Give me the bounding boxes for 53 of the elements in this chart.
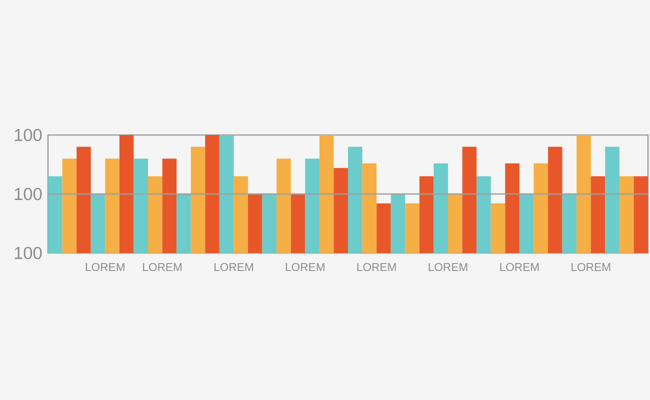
text: 100: [14, 188, 42, 200]
text: 100: [14, 128, 42, 142]
bar: [234, 176, 248, 253]
bar: [590, 176, 606, 253]
x-tick-label: LOREM: [500, 263, 539, 272]
bar: [219, 135, 234, 253]
x-tick-label: LOREM: [572, 263, 610, 272]
bar: [134, 158, 148, 253]
bar: [348, 146, 362, 253]
text: 100: [14, 246, 42, 260]
bar: [190, 146, 206, 253]
bar: [534, 163, 548, 253]
bar: [90, 194, 106, 253]
bar: [334, 168, 348, 253]
x-tick-label: LOREM: [428, 263, 468, 272]
x-tick-label: LOREM: [357, 263, 396, 272]
bar: [319, 135, 334, 253]
bar: [376, 203, 391, 253]
bar: [148, 176, 162, 253]
bar: [505, 163, 520, 253]
bar: [448, 194, 462, 253]
bar: [48, 176, 62, 253]
bar: [576, 135, 591, 253]
bar: [119, 135, 134, 253]
bar: [248, 194, 262, 253]
bar: [290, 194, 306, 253]
bar: [276, 158, 291, 253]
bar: [419, 176, 434, 253]
x-tick-label: LOREM: [86, 263, 124, 272]
x-tick-label: LOREM: [286, 263, 324, 272]
bar: [519, 194, 534, 253]
bar: [605, 146, 620, 253]
bar: [205, 135, 220, 253]
x-tick-label: LOREM: [143, 263, 182, 272]
bar: [362, 163, 377, 253]
bar: [405, 203, 420, 253]
bar: [634, 176, 648, 253]
bar: [176, 194, 191, 253]
bar: [462, 146, 477, 253]
bar: [490, 203, 506, 253]
bar: [305, 158, 320, 253]
bar: [262, 194, 277, 253]
bar: [548, 146, 562, 253]
bar: [476, 176, 491, 253]
bar: [62, 158, 77, 253]
bar: [619, 176, 634, 253]
bar: [76, 146, 91, 253]
bar: [434, 163, 448, 253]
bar: [105, 158, 120, 253]
x-tick-label: LOREM: [214, 263, 253, 272]
bar: [562, 194, 577, 253]
bar: [390, 194, 406, 253]
bar: [162, 158, 177, 253]
